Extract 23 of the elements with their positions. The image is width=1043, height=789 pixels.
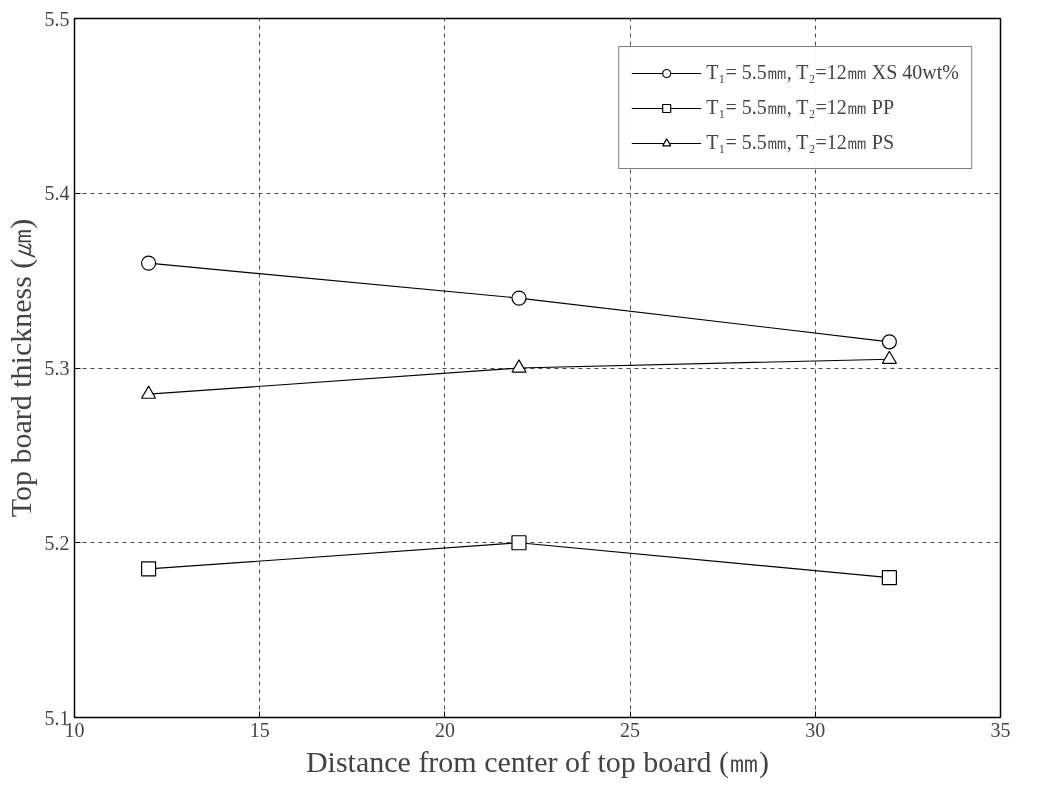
point — [511, 359, 527, 373]
point — [140, 561, 157, 577]
y-tick-label: 5.3 — [44, 357, 70, 379]
legend-label: T₁= 5.5㎜, T₂=12㎜ XS 40wt% — [706, 60, 959, 85]
x-tick-label: 30 — [805, 718, 826, 741]
point — [511, 290, 527, 306]
x-tick-label: 15 — [249, 718, 270, 741]
x-tick-label: 25 — [620, 718, 641, 741]
x-axis-title: Distance from center of top board (㎜) — [305, 744, 770, 779]
point — [140, 385, 157, 399]
point — [881, 570, 897, 586]
x-tick-label: 35 — [990, 718, 1011, 741]
point — [881, 350, 897, 364]
legend-label: T₁= 5.5㎜, T₂=12㎜ PP — [706, 95, 895, 120]
y-tick-label: 5.2 — [44, 531, 70, 554]
y-tick-label: 5.5 — [44, 7, 70, 30]
point — [511, 535, 527, 551]
point — [881, 334, 897, 350]
point — [140, 255, 157, 271]
y-tick-label: 5.4 — [44, 182, 70, 205]
y-axis-title: Top board thickness (㎛) — [3, 218, 38, 518]
legend-label: T₁= 5.5㎜, T₂=12㎜ PS — [706, 130, 895, 155]
x-tick-label: 20 — [434, 718, 455, 741]
